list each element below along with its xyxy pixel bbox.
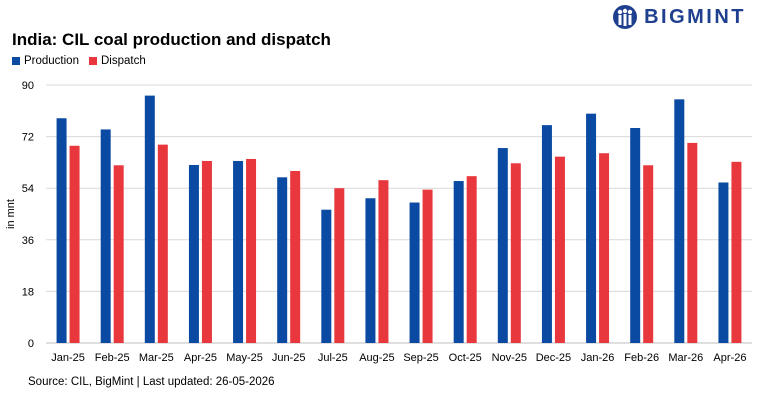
bar-dispatch-feb-26 [643, 165, 654, 343]
x-tick-label: Apr-26 [713, 352, 746, 364]
y-tick-label: 90 [22, 80, 34, 92]
legend: Production Dispatch [12, 55, 146, 67]
bar-production-apr-25 [188, 164, 199, 343]
x-tick-label: Jul-25 [318, 352, 348, 364]
bar-dispatch-may-25 [246, 158, 257, 343]
bar-dispatch-feb-25 [113, 165, 124, 343]
y-tick-label: 72 [22, 132, 34, 144]
bar-dispatch-nov-25 [510, 163, 521, 343]
bar-production-jan-25 [56, 118, 67, 344]
bar-production-nov-25 [497, 148, 508, 343]
bar-production-mar-25 [144, 95, 155, 344]
x-tick-label: Dec-25 [536, 352, 571, 364]
x-tick-label: Jun-25 [272, 352, 306, 364]
bar-production-feb-25 [100, 129, 111, 343]
y-axis-label: in mnt [5, 199, 17, 229]
x-tick-label: Apr-25 [184, 352, 217, 364]
y-tick-label: 54 [22, 183, 34, 195]
x-tick-label: Jan-25 [51, 352, 85, 364]
bar-dispatch-oct-25 [466, 176, 477, 343]
y-tick-label: 18 [22, 286, 34, 298]
brand-name: BIGMINT [644, 5, 746, 28]
bar-dispatch-jan-26 [599, 153, 610, 343]
bar-production-jul-25 [321, 209, 332, 343]
bar-dispatch-dec-25 [554, 156, 565, 343]
bar-dispatch-jul-25 [334, 188, 345, 343]
x-tick-label: Mar-25 [139, 352, 174, 364]
bar-dispatch-apr-25 [201, 160, 212, 343]
bar-production-sep-25 [409, 202, 420, 343]
legend-item-production: Production [12, 55, 79, 67]
legend-label-dispatch: Dispatch [100, 55, 146, 67]
bar-production-oct-25 [453, 181, 464, 343]
x-tick-label: Mar-26 [668, 352, 703, 364]
bar-production-may-25 [233, 160, 244, 343]
bar-dispatch-jan-25 [69, 145, 80, 343]
x-tick-label: Feb-25 [95, 352, 130, 364]
bar-production-dec-25 [541, 125, 552, 343]
bar-dispatch-aug-25 [378, 180, 389, 343]
legend-label-production: Production [24, 55, 79, 67]
x-tick-label: May-25 [226, 352, 263, 364]
bar-production-jun-25 [277, 177, 288, 343]
bar-production-apr-26 [718, 182, 729, 343]
bar-dispatch-mar-25 [157, 144, 168, 343]
source-note: Source: CIL, BigMint | Last updated: 26-… [28, 376, 275, 388]
x-tick-label: Feb-26 [624, 352, 659, 364]
bar-production-jan-26 [586, 113, 597, 344]
logo: BIGMINT [612, 4, 746, 30]
x-tick-label: Oct-25 [449, 352, 482, 364]
x-tick-label: Jan-26 [581, 352, 615, 364]
x-tick-label: Aug-25 [359, 352, 394, 364]
bar-production-aug-25 [365, 198, 376, 343]
y-tick-label: 36 [22, 235, 34, 247]
y-tick-label: 0 [28, 338, 34, 350]
bar-dispatch-apr-26 [731, 161, 742, 343]
bar-dispatch-jun-25 [290, 171, 301, 343]
bar-dispatch-mar-26 [687, 142, 698, 343]
bigmint-logo-icon [613, 5, 638, 29]
legend-item-dispatch: Dispatch [88, 55, 146, 67]
chart-title: India: CIL coal production and dispatch [12, 30, 331, 49]
legend-swatch-production [12, 57, 20, 65]
bar-production-feb-26 [630, 128, 641, 343]
x-tick-label: Nov-25 [492, 352, 527, 364]
legend-swatch-dispatch [88, 57, 97, 65]
bar-dispatch-sep-25 [422, 189, 433, 343]
bar-production-mar-26 [674, 99, 685, 343]
x-tick-label: Sep-25 [403, 352, 438, 364]
